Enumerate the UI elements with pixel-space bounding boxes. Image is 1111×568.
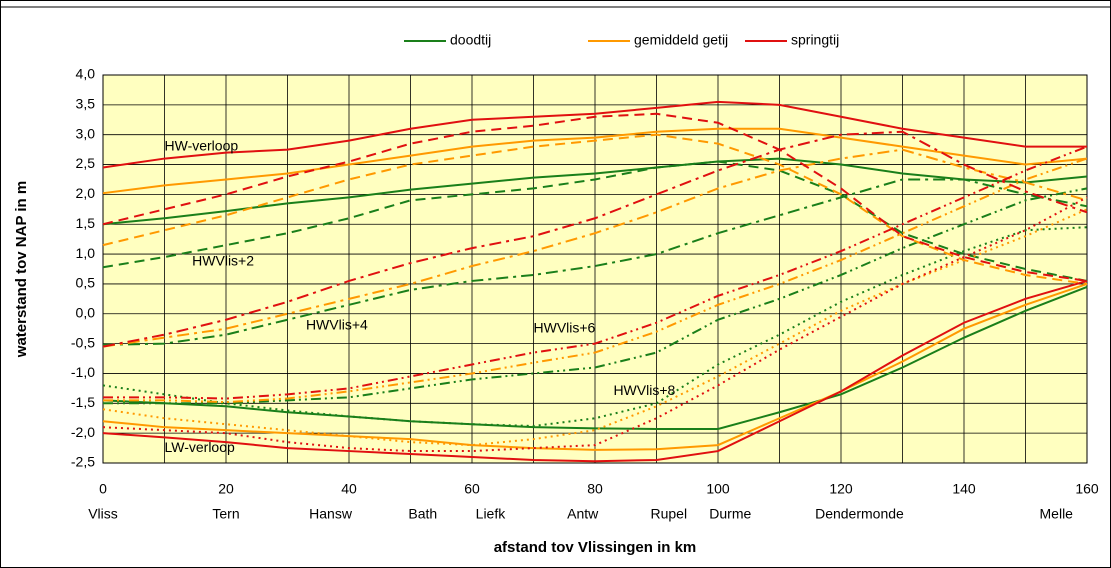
y-tick-label: 3,0	[76, 125, 96, 141]
annotation: HWVlis+4	[306, 316, 368, 332]
x-tick-label: 0	[99, 481, 107, 497]
x-tick-label: 140	[952, 481, 976, 497]
y-tick-label: 2,0	[76, 185, 96, 201]
y-tick-label: -0,5	[71, 334, 95, 350]
series-line	[102, 160, 1088, 282]
annotation: HWVlis+8	[613, 382, 675, 398]
series-line	[102, 279, 1088, 463]
y-tick-label: 0,5	[76, 275, 96, 291]
x-tick-label: 160	[1075, 481, 1099, 497]
x-axis-label: afstand tov Vlissingen in km	[494, 539, 697, 556]
y-tick-label: -1,0	[71, 364, 95, 380]
annotation: HW-verloop	[165, 137, 239, 153]
y-tick-label: 3,5	[76, 96, 96, 112]
annotation: HWVlis+6	[534, 319, 596, 335]
place-label: Hansw	[309, 506, 353, 522]
series-line	[102, 100, 1087, 169]
place-label: Melle	[1040, 506, 1074, 522]
place-label: Rupel	[651, 506, 688, 522]
series-line	[102, 196, 1088, 453]
series-line	[102, 157, 1088, 226]
y-tick-label: 2,5	[76, 155, 96, 171]
legend-label: doodtij	[450, 32, 491, 48]
series-line	[102, 148, 1088, 348]
x-tick-label: 100	[706, 481, 730, 497]
legend-label: gemiddeld getij	[634, 32, 728, 48]
y-tick-label: 1,5	[76, 215, 96, 231]
legend-label: springtij	[791, 32, 839, 48]
place-label: Vliss	[88, 506, 118, 522]
x-tick-label: 40	[341, 481, 357, 497]
place-label: Tern	[212, 506, 239, 522]
series-line	[102, 282, 1088, 451]
annotation: LW-verloop	[165, 439, 236, 455]
series-line	[103, 145, 1088, 400]
place-label: Bath	[408, 506, 437, 522]
series-line	[103, 187, 1088, 405]
x-tick-label: 120	[829, 481, 853, 497]
y-tick-label: 0,0	[76, 304, 96, 320]
x-tick-label: 80	[587, 481, 603, 497]
y-tick-label: -2,5	[71, 454, 95, 470]
series-line	[102, 285, 1088, 430]
y-axis-label: waterstand tov NAP in m	[13, 181, 30, 358]
series-line	[103, 157, 1088, 404]
place-label: Durme	[709, 506, 751, 522]
place-label: Dendermonde	[815, 506, 904, 522]
place-label: Liefk	[476, 506, 507, 522]
y-tick-label: -1,5	[71, 394, 95, 410]
place-label: Antw	[567, 506, 599, 522]
series-line	[102, 112, 1088, 282]
x-tick-label: 20	[218, 481, 234, 497]
y-tick-label: 4,0	[76, 66, 96, 82]
y-tick-label: -2,0	[71, 424, 95, 440]
x-tick-label: 60	[464, 481, 480, 497]
series-line	[102, 130, 1088, 348]
annotation: HWVlis+2	[192, 253, 254, 269]
y-tick-label: 1,0	[76, 245, 96, 261]
series-line	[102, 127, 1088, 195]
